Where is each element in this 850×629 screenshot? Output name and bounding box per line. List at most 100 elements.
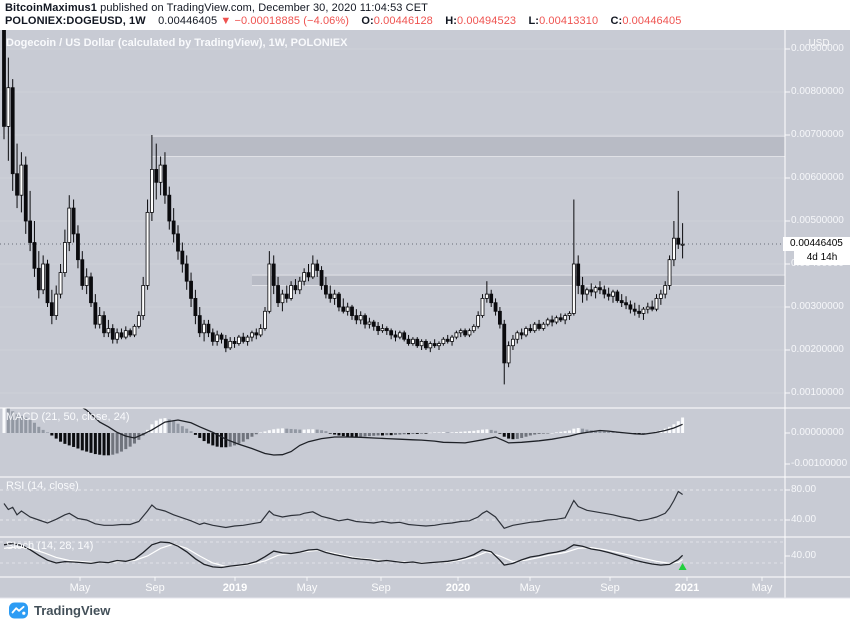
tradingview-attribution[interactable]: TradingView (9, 601, 110, 620)
macd-histogram-bar (276, 428, 280, 433)
macd-histogram-bar (285, 428, 289, 433)
candle-up (258, 328, 263, 336)
candle-down (28, 220, 33, 243)
candle-down (119, 332, 124, 338)
candle-down (598, 287, 602, 291)
macd-histogram-bar (254, 433, 258, 435)
axis-tick-label: 0.00200000 (791, 344, 844, 355)
macd-histogram-bar (363, 433, 367, 437)
candle-down (210, 332, 215, 342)
candle-down (36, 267, 41, 291)
candle-down (463, 330, 468, 336)
axis-tick-label: 0.00000000 (791, 427, 844, 438)
macd-histogram-bar (581, 428, 585, 433)
macd-histogram-bar (159, 418, 163, 433)
candle-down (271, 263, 276, 286)
macd-histogram-bar (346, 433, 350, 437)
candle-down (110, 328, 115, 340)
rsi-line (3, 490, 683, 530)
macd-pane (2, 408, 685, 456)
candle-up (106, 328, 111, 334)
macd-histogram-bar (524, 433, 528, 437)
candle-up (585, 289, 589, 295)
macd-histogram-bar (41, 429, 45, 433)
candle-down (328, 293, 333, 299)
candle-up (289, 285, 294, 299)
candle-up (380, 328, 385, 332)
candle-up (480, 297, 485, 316)
candle-up (145, 211, 150, 286)
macd-histogram-bar (576, 428, 580, 433)
candle-up (506, 345, 511, 364)
candle-up (97, 315, 102, 325)
candle-up (236, 336, 241, 344)
candle-down (315, 263, 320, 271)
macd-histogram-bar (46, 432, 49, 433)
candle-down (128, 330, 133, 336)
change-value: −0.00018885 (−4.06%) (234, 15, 350, 27)
candle-up (149, 168, 154, 213)
candle-up (441, 338, 446, 344)
candle-down (189, 280, 193, 299)
candle-down (493, 302, 498, 312)
candle-down (402, 332, 407, 340)
macd-histogram-bar (467, 431, 471, 433)
macd-histogram-bar (263, 431, 267, 433)
macd-histogram-bar (80, 433, 84, 451)
candle-down (176, 233, 180, 252)
candle-down (71, 207, 76, 235)
candle-down (424, 340, 428, 349)
candle-up (6, 87, 11, 127)
macd-histogram-bar (507, 433, 511, 439)
macd-histogram-bar (150, 424, 154, 433)
candle-up (123, 330, 128, 338)
candle-up (280, 293, 285, 304)
macd-histogram-bar (307, 429, 310, 433)
macd-histogram-bar (98, 433, 102, 455)
candle-up (332, 293, 337, 299)
candle-down (384, 328, 389, 332)
macd-histogram-bar (385, 433, 389, 436)
macd-histogram-bar (193, 433, 197, 435)
candle-down (80, 259, 85, 286)
axis-tick-label: 0.00100000 (791, 387, 844, 398)
candle-up (41, 263, 46, 291)
candle-down (184, 263, 189, 282)
candle-down (171, 220, 176, 235)
macd-histogram-bar (220, 433, 223, 448)
macd-histogram-bar (259, 432, 263, 433)
candle-up (367, 321, 372, 325)
macd-histogram-bar (454, 432, 458, 433)
candle-down (415, 338, 420, 347)
candle-up (245, 336, 250, 342)
symbol-ohlc-line: POLONIEX:DOGEUSD, 1W 0.00446405 ▼ −0.000… (5, 15, 681, 27)
candle-up (136, 315, 141, 327)
macd-histogram-bar (15, 414, 19, 433)
macd-histogram-bar (515, 433, 519, 439)
low-label: L: (528, 15, 540, 27)
candle-down (432, 343, 437, 347)
publication-byline: BitcoinMaximus1 published on TradingView… (5, 2, 428, 14)
candle-down (223, 338, 228, 349)
candle-up (215, 334, 220, 342)
macd-histogram-bar (433, 432, 437, 433)
macd-histogram-bar (24, 417, 28, 433)
candle-down (676, 237, 681, 245)
macd-histogram-bar (54, 433, 58, 439)
macd-histogram-bar (124, 433, 128, 450)
candle-up (524, 328, 528, 336)
candle-down (323, 285, 328, 295)
resistance-band (151, 136, 785, 157)
macd-histogram-bar (111, 433, 115, 455)
macd-histogram-bar (611, 432, 615, 433)
candle-down (276, 285, 280, 304)
candle-up (654, 297, 659, 310)
macd-histogram-bar (420, 433, 424, 434)
candle-up (397, 332, 402, 338)
candle-up (410, 338, 415, 344)
macd-histogram-bar (311, 429, 315, 433)
candle-down (489, 293, 494, 304)
macd-pane-label: MACD (21, 50, close, 24) (6, 411, 130, 423)
